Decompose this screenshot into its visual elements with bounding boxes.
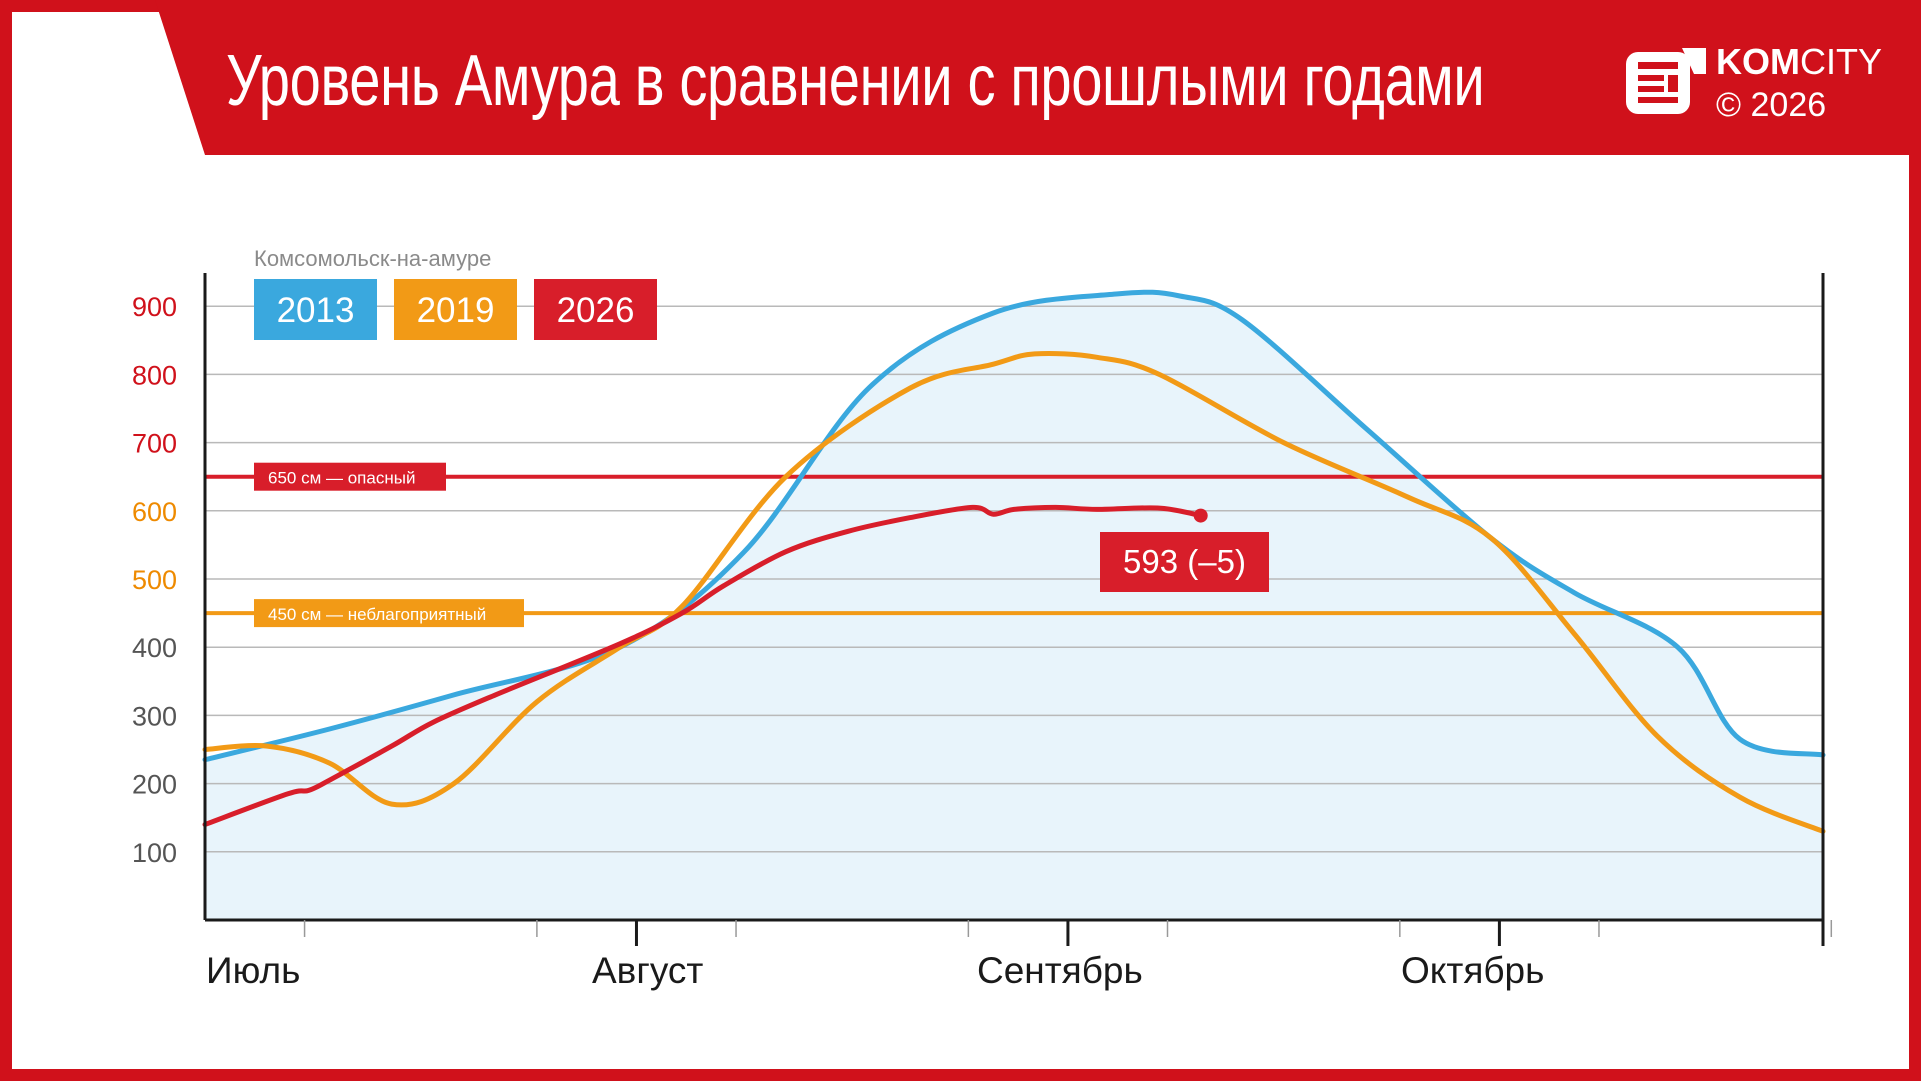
series-2026-line	[202, 504, 1204, 827]
threshold-label-650: 650 см — опасный	[268, 469, 415, 488]
callout-box	[1100, 532, 1269, 592]
legend-swatch-2026	[534, 279, 657, 340]
newspaper-logo-icon	[1626, 48, 1706, 114]
y-tick-600: 600	[132, 497, 177, 527]
callout-value: 593 (–5)	[1123, 543, 1246, 580]
month-label-3: Октябрь	[1401, 950, 1544, 991]
month-label-0: Июль	[206, 950, 300, 991]
legend-label-2013: 2013	[277, 291, 355, 330]
threshold-label-450: 450 см — неблагоприятный	[268, 605, 486, 624]
legend: 2013 2019 2026	[254, 279, 657, 340]
threshold-badge-450	[254, 599, 524, 628]
page-title: Уровень Амура в сравнении с прошлыми год…	[226, 41, 1485, 121]
x-axis-labels: Июль Август Сентябрь Октябрь	[206, 950, 1544, 991]
legend-swatch-2013	[254, 279, 377, 340]
y-tick-100: 100	[132, 838, 177, 868]
legend-label-2026: 2026	[557, 291, 635, 330]
series-2013-line	[202, 289, 1826, 763]
y-tick-800: 800	[132, 360, 177, 390]
threshold-labels: 650 см — опасный 450 см — неблагоприятный	[254, 462, 524, 628]
series-2026-end-point	[1193, 508, 1208, 523]
chart-subtitle: Комсомольск-на-амуре	[254, 246, 491, 271]
axes	[203, 273, 1833, 946]
y-tick-200: 200	[132, 770, 177, 800]
threshold-badge-650	[254, 462, 446, 491]
brand-copyright: © 2026	[1716, 86, 1827, 124]
series-2019-line	[202, 350, 1826, 834]
month-label-1: Август	[592, 950, 703, 991]
header-band	[155, 0, 1921, 155]
brand-name: KOMCITY	[1716, 41, 1883, 82]
y-tick-400: 400	[132, 633, 177, 663]
series-2013-area	[205, 292, 1823, 920]
y-tick-700: 700	[132, 429, 177, 459]
legend-label-2019: 2019	[417, 291, 495, 330]
y-tick-labels: 900 800 700 600 500 400 300 200 100	[132, 292, 177, 868]
month-label-2: Сентябрь	[977, 950, 1143, 991]
annotations: 593 (–5)	[1100, 508, 1269, 592]
y-tick-900: 900	[132, 292, 177, 322]
y-tick-300: 300	[132, 701, 177, 731]
legend-swatch-2019	[394, 279, 517, 340]
y-tick-500: 500	[132, 565, 177, 595]
